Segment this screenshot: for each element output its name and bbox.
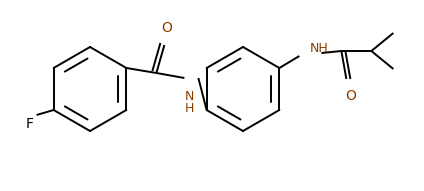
Text: NH: NH xyxy=(310,41,328,54)
Text: O: O xyxy=(345,89,356,103)
Text: O: O xyxy=(161,21,172,35)
Text: F: F xyxy=(25,117,33,131)
Text: N
H: N H xyxy=(185,90,194,115)
